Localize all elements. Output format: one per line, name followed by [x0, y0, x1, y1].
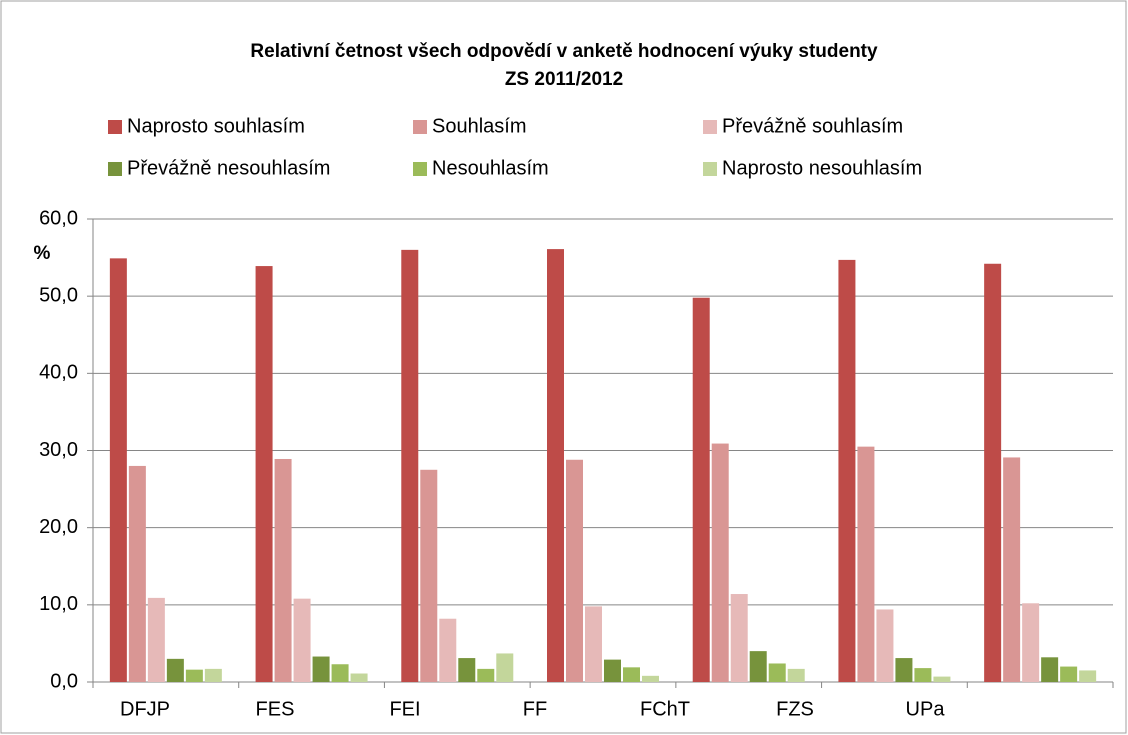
legend-swatch [703, 120, 717, 134]
legend-label: Nesouhlasím [432, 157, 549, 179]
bar [692, 297, 710, 682]
bar [204, 668, 222, 682]
bar [274, 458, 292, 682]
legend-label: Souhlasím [432, 115, 527, 137]
bar [496, 653, 514, 682]
legend-swatch [413, 120, 427, 134]
bar [109, 258, 127, 682]
x-tick-label: FChT [640, 698, 690, 720]
y-tick-label: 40,0 [39, 362, 78, 384]
legend-swatch [108, 162, 122, 176]
bar [166, 658, 184, 682]
bar [255, 266, 273, 682]
bar [604, 659, 621, 682]
y-tick-label: 50,0 [39, 284, 78, 306]
bar [420, 469, 438, 682]
x-tick-label: FES [256, 698, 295, 720]
bar [147, 597, 165, 682]
legend-label: Naprosto souhlasím [127, 115, 305, 137]
bar [1079, 670, 1097, 682]
bar [768, 663, 786, 682]
bar [933, 676, 951, 682]
bar [895, 658, 913, 682]
bar [585, 606, 602, 682]
bar [1003, 457, 1021, 682]
bar [857, 446, 875, 682]
bar [128, 465, 146, 682]
bar [401, 249, 419, 682]
legend-swatch [413, 162, 427, 176]
bar [623, 667, 640, 682]
y-axis-label: % [34, 243, 51, 264]
bar [711, 443, 729, 682]
bar [914, 668, 932, 682]
x-tick-label: DFJP [120, 698, 170, 720]
chart-subtitle: ZS 2011/2012 [505, 69, 623, 90]
bar [350, 673, 368, 682]
legend-swatch [108, 120, 122, 134]
bar [787, 668, 805, 682]
y-tick-label: 30,0 [39, 439, 78, 461]
bar [730, 594, 748, 682]
bar [185, 669, 203, 682]
bar [1022, 603, 1040, 682]
bar [331, 664, 349, 682]
bar [566, 459, 583, 682]
y-tick-label: 10,0 [39, 593, 78, 615]
bar [984, 263, 1002, 682]
bar [547, 249, 564, 682]
bar [642, 675, 659, 682]
y-tick-label: 0,0 [50, 670, 78, 692]
bar [838, 259, 856, 682]
x-tick-label: FF [523, 698, 547, 720]
legend-label: Naprosto nesouhlasím [722, 157, 922, 179]
y-tick-label: 20,0 [39, 516, 78, 538]
x-tick-label: FZS [776, 698, 814, 720]
legend-label: Převážně souhlasím [722, 115, 903, 137]
bar [749, 651, 767, 682]
bar [477, 668, 495, 682]
legend-swatch [703, 162, 717, 176]
chart-title: Relativní četnost všech odpovědí v anket… [250, 41, 878, 62]
bar [1060, 666, 1078, 682]
x-tick-label: FEI [389, 698, 420, 720]
bar [312, 656, 330, 682]
bar [458, 658, 476, 682]
bar [876, 609, 894, 682]
legend-label: Převážně nesouhlasím [127, 157, 330, 179]
bar [439, 618, 457, 682]
x-tick-label: UPa [906, 698, 946, 720]
bar [293, 598, 311, 682]
y-tick-label: 60,0 [39, 207, 78, 229]
bar [1041, 657, 1059, 682]
